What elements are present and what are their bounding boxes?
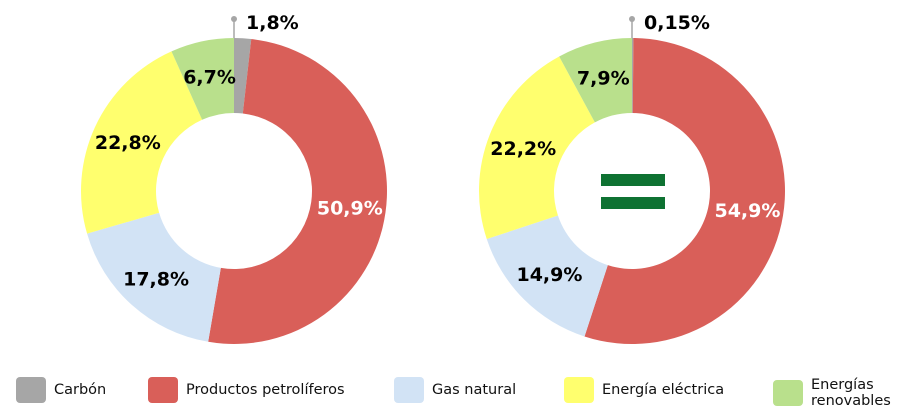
legend-label: Carbón xyxy=(54,382,107,398)
legend-label: Energías renovables xyxy=(811,377,891,409)
slice-petroleum xyxy=(584,38,785,345)
leader-dot xyxy=(629,16,635,22)
slice-electricity xyxy=(478,56,595,240)
slice-petroleum xyxy=(208,38,388,344)
legend-item-carbon: Carbón xyxy=(16,377,106,403)
equals-icon-top xyxy=(601,174,665,186)
data-label-renewables: 6,7% xyxy=(183,67,236,89)
legend-swatch xyxy=(564,377,594,403)
legend-swatch xyxy=(773,380,803,406)
slice-gas xyxy=(87,212,221,342)
legend-label: Energía eléctrica xyxy=(602,382,725,398)
data-label-petroleum: 50,9% xyxy=(317,197,383,219)
slice-carbon xyxy=(234,38,252,114)
slice-gas xyxy=(486,215,608,337)
legend: Carbón Productos petrolíferos Gas natura… xyxy=(0,370,901,415)
data-label-renewables: 7,9% xyxy=(577,68,630,90)
leader-dot xyxy=(231,16,237,22)
donut-charts: 1,8% 50,9% 17,8% 22,8% 6,7% 0,15% 54,9% 14,9% 22… xyxy=(81,12,785,345)
data-label-petroleum: 54,9% xyxy=(714,200,780,222)
slice-renewables xyxy=(171,38,234,120)
legend-item-petroleum: Productos petrolíferos xyxy=(148,377,345,403)
legend-item-gas: Gas natural xyxy=(394,377,516,403)
legend-item-electricity: Energía eléctrica xyxy=(564,377,724,403)
legend-label: Productos petrolíferos xyxy=(186,382,345,398)
data-label-carbon: 0,15% xyxy=(644,12,710,34)
slice-carbon xyxy=(632,38,634,114)
legend-swatch xyxy=(394,377,424,403)
legend-swatch xyxy=(148,377,178,403)
legend-item-renewables: Energías renovables xyxy=(773,377,898,409)
data-label-gas: 17,8% xyxy=(123,268,189,290)
data-label-electricity: 22,8% xyxy=(95,132,161,154)
legend-label: Gas natural xyxy=(432,382,517,398)
slice-electricity xyxy=(81,51,203,234)
data-label-carbon: 1,8% xyxy=(246,12,299,34)
data-label-gas: 14,9% xyxy=(516,264,582,286)
legend-swatch xyxy=(16,377,46,403)
equals-icon-bottom xyxy=(601,197,665,209)
data-label-electricity: 22,2% xyxy=(490,138,556,160)
slice-renewables xyxy=(559,38,632,123)
